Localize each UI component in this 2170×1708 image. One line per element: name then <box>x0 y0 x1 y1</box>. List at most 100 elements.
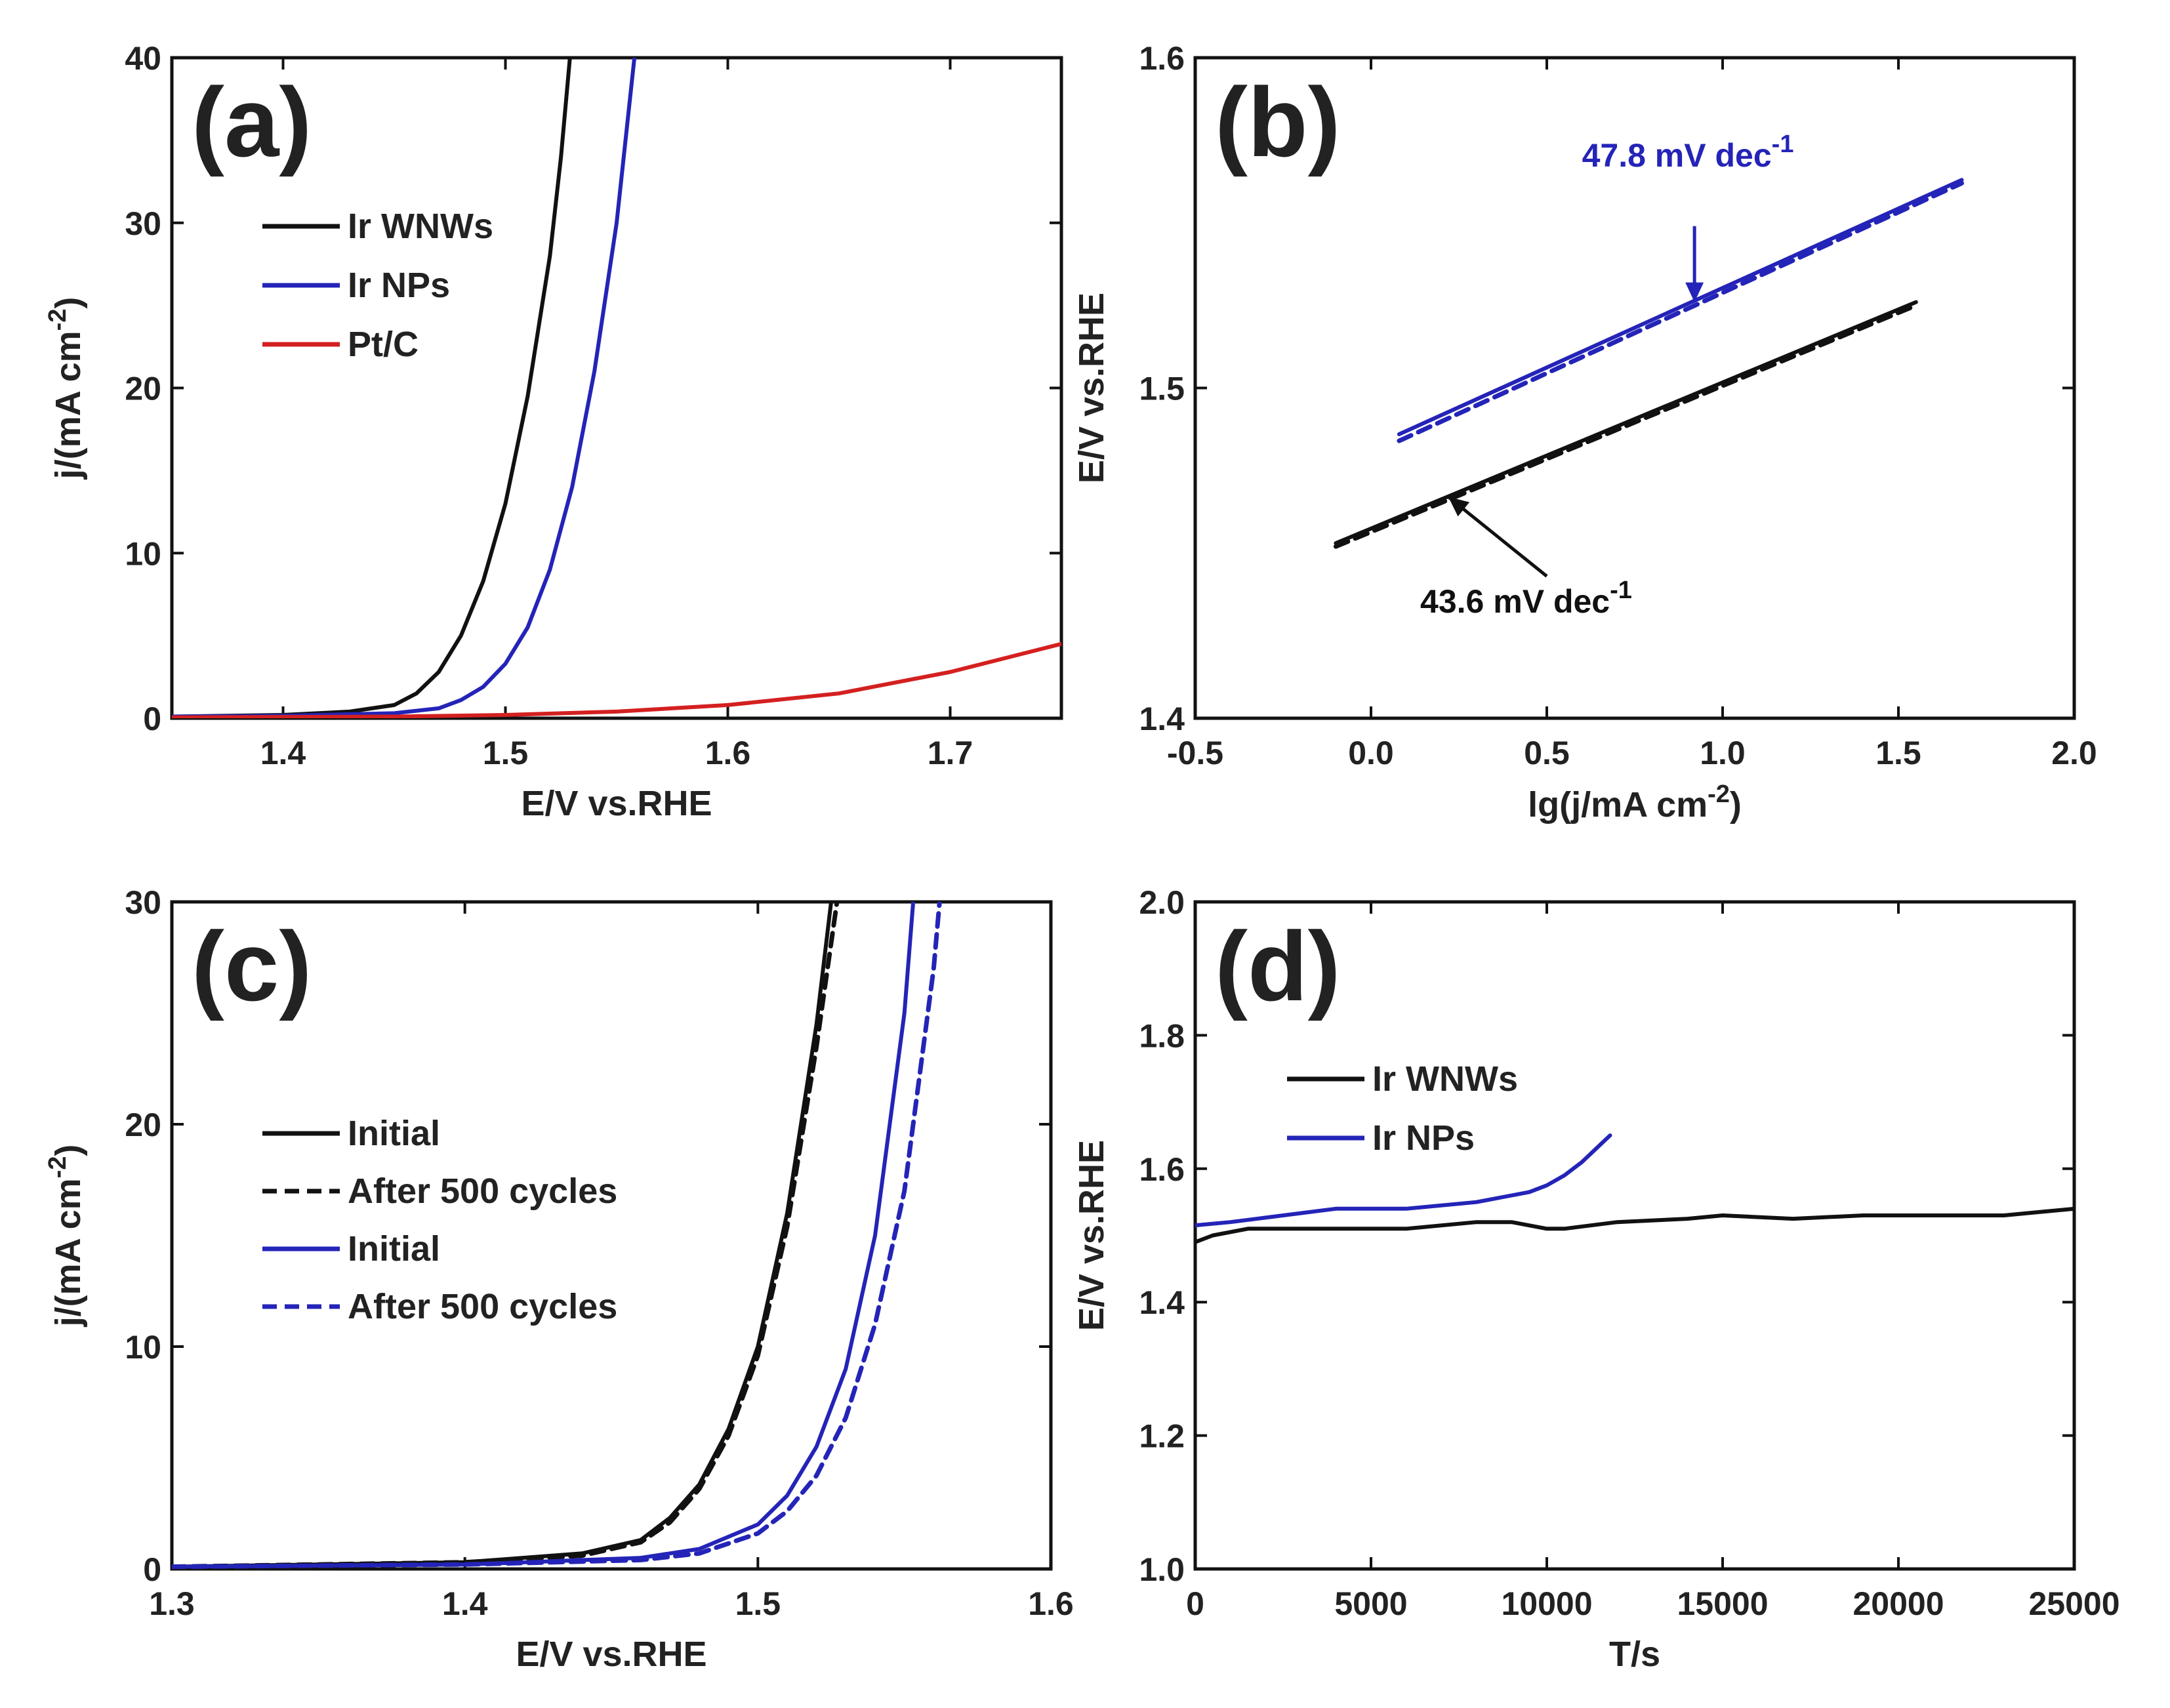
panel-c-frame <box>170 900 1053 1571</box>
panel-b-x-axis-label: lg(j/mA cm-2) <box>1528 781 1742 824</box>
panel-a-series-pt-c-line <box>172 641 1061 718</box>
panel-a-y-axis-label-group: j/(mA cm-2) <box>44 297 88 480</box>
panel-d-xtick-label: 25000 <box>2028 1585 2119 1622</box>
panel-a-ytick-label: 10 <box>125 535 161 572</box>
panel-b-annotation-superscript: -1 <box>1610 577 1632 604</box>
panel-b-letter: (b) <box>1215 67 1341 177</box>
panel-a-series-group <box>172 58 1061 718</box>
panel-b-x-axis-label-text: lg(j/mA cm <box>1528 785 1708 824</box>
panel-b-annotation-arrow-head <box>1685 282 1704 302</box>
panel-c-xtick-label: 1.3 <box>149 1585 195 1622</box>
panel-c-y-axis-label-text: j/(mA cm <box>49 1178 88 1327</box>
panel-d-series-ir-wnws-line <box>1195 1206 2074 1244</box>
panel-b-series-ir-wnws-fit-line <box>1333 303 1919 549</box>
panel-a-series-ir-wnws-line <box>172 58 572 718</box>
panel-d-xtick-label: 0 <box>1186 1585 1204 1622</box>
panel-c-series-group <box>172 902 942 1569</box>
panel-d-ytick-label: 1.6 <box>1139 1151 1185 1188</box>
panel-b-annotation-superscript: -1 <box>1772 131 1794 158</box>
panel-d-xtick-label: 5000 <box>1334 1585 1407 1622</box>
panel-a-y-axis-label-text: j/(mA cm <box>49 331 88 479</box>
panel-d-letter: (d) <box>1215 911 1341 1021</box>
panel-c-x-axis-label: E/V vs.RHE <box>516 1635 706 1674</box>
panel-c-y-axis-label-end: ) <box>49 1145 88 1156</box>
panel-a-ytick-label: 40 <box>125 40 161 77</box>
panel-b-y-axis-label-group: E/V vs.RHE <box>1072 293 1111 483</box>
panel-b-annotation-label: 47.8 mV dec-1 <box>1582 131 1794 174</box>
panel-b-annotation-group: 47.8 mV dec-1 <box>1582 131 1794 174</box>
panel-a-xtick-label: 1.6 <box>705 735 751 771</box>
panel-b-x-axis-label-group: lg(j/mA cm-2) <box>1528 781 1742 824</box>
panel-b-annotation-text: 43.6 mV dec <box>1420 583 1610 620</box>
panel-c-y-axis-label-group: j/(mA cm-2) <box>44 1145 88 1328</box>
panel-a-xtick-label: 1.4 <box>260 735 306 771</box>
panel-c-xtick-label: 1.5 <box>735 1585 781 1622</box>
panel-b-series-ir-wnws-tafel-line <box>1334 300 1918 546</box>
panel-a-ytick-label: 30 <box>125 205 161 242</box>
panel-a-y-axis-label: j/(mA cm-2) <box>44 297 88 480</box>
panel-a-xtick-label: 1.5 <box>483 735 529 771</box>
panel-d-xtick-label: 20000 <box>1853 1585 1944 1622</box>
panel-c-series-after-500-cycles-line <box>172 902 942 1569</box>
panel-b-series-ir-nps-tafel-line <box>1397 178 1964 436</box>
panel-d-ytick-label: 1.4 <box>1139 1284 1185 1321</box>
panel-d-frame <box>1193 900 2076 1571</box>
panel-c-ytick-label: 30 <box>125 884 161 921</box>
panel-a-letter: (a) <box>192 67 312 177</box>
panel-a-x-axis-label: E/V vs.RHE <box>521 784 712 823</box>
panel-b-x-axis-label-superscript: -2 <box>1708 781 1730 808</box>
panel-c-ytick-label: 0 <box>143 1551 161 1588</box>
panel-a-y-axis-label-superscript: -2 <box>44 309 72 331</box>
panel-b-series-ir-nps-fit-line <box>1397 180 1964 443</box>
panel-d-series-ir-nps-line <box>1195 1133 1612 1228</box>
panel-c-xtick-label: 1.6 <box>1028 1585 1074 1622</box>
panel-b-xtick-label: 0.0 <box>1348 735 1394 771</box>
panel-b-xtick-label: 2.0 <box>2051 735 2097 771</box>
panel-d-y-axis-label-group: E/V vs.RHE <box>1072 1140 1111 1331</box>
panel-c-ytick-label: 10 <box>125 1329 161 1366</box>
panel-b-ytick-label: 1.5 <box>1139 371 1185 407</box>
panel-c-y-axis-label: j/(mA cm-2) <box>44 1145 88 1328</box>
panel-c-y-axis-label-superscript: -2 <box>44 1156 72 1179</box>
panel-b-annotation-text: 47.8 mV dec <box>1582 137 1772 174</box>
panel-a-y-axis-label-end: ) <box>49 297 88 309</box>
panel-c-legend-label: After 500 cycles <box>348 1287 617 1326</box>
panel-c-ytick-label: 20 <box>125 1107 161 1143</box>
panel-c-letter: (c) <box>192 911 312 1021</box>
panel-b-series-group <box>1333 178 1964 549</box>
panel-b-y-axis-label: E/V vs.RHE <box>1072 293 1111 483</box>
panel-b-xtick-label: -0.5 <box>1167 735 1223 771</box>
panel-b-annotation-group: 43.6 mV dec-1 <box>1420 577 1632 620</box>
panel-a-legend-label: Pt/C <box>348 325 419 364</box>
panel-c-legend-label: After 500 cycles <box>348 1171 617 1211</box>
panel-d-ytick-label: 1.0 <box>1139 1551 1185 1588</box>
panel-b-xtick-label: 1.5 <box>1875 735 1921 771</box>
panel-a-legend-label: Ir WNWs <box>348 207 493 246</box>
panel-d-ytick-label: 2.0 <box>1139 884 1185 921</box>
panel-a-series-ir-nps-line <box>172 58 637 718</box>
panel-d-ytick-label: 1.2 <box>1139 1418 1185 1455</box>
panel-d-ytick-label: 1.8 <box>1139 1017 1185 1054</box>
panel-d-y-axis-label: E/V vs.RHE <box>1072 1140 1111 1331</box>
panel-a-ytick-label: 20 <box>125 371 161 407</box>
panel-b-ytick-label: 1.6 <box>1139 40 1185 77</box>
panel-b-ytick-label: 1.4 <box>1139 701 1185 737</box>
panel-d-legend-label: Ir WNWs <box>1372 1059 1518 1099</box>
panel-b-xtick-label: 1.0 <box>1700 735 1746 771</box>
panel-b-annotation-arrow-shaft <box>1447 495 1548 578</box>
panel-d-xtick-label: 10000 <box>1501 1585 1592 1622</box>
panel-b-x-axis-label-end: ) <box>1730 785 1742 824</box>
panel-a-legend-label: Ir NPs <box>348 266 450 305</box>
panel-b-xtick-label: 0.5 <box>1524 735 1570 771</box>
panel-c-series-after-500-cycles-line <box>172 902 840 1569</box>
panel-d-xtick-label: 15000 <box>1677 1585 1768 1622</box>
panel-d-series-group <box>1195 1133 2074 1244</box>
panel-c-xtick-label: 1.4 <box>442 1585 488 1622</box>
panel-c-legend-label: Initial <box>348 1114 440 1153</box>
panel-d-x-axis-label: T/s <box>1609 1635 1660 1674</box>
panel-d-legend-label: Ir NPs <box>1372 1118 1475 1158</box>
panel-a-ytick-label: 0 <box>143 701 161 737</box>
panel-b-annotation-label: 43.6 mV dec-1 <box>1420 577 1632 620</box>
panel-b-annotation-arrow-head <box>1448 497 1470 517</box>
